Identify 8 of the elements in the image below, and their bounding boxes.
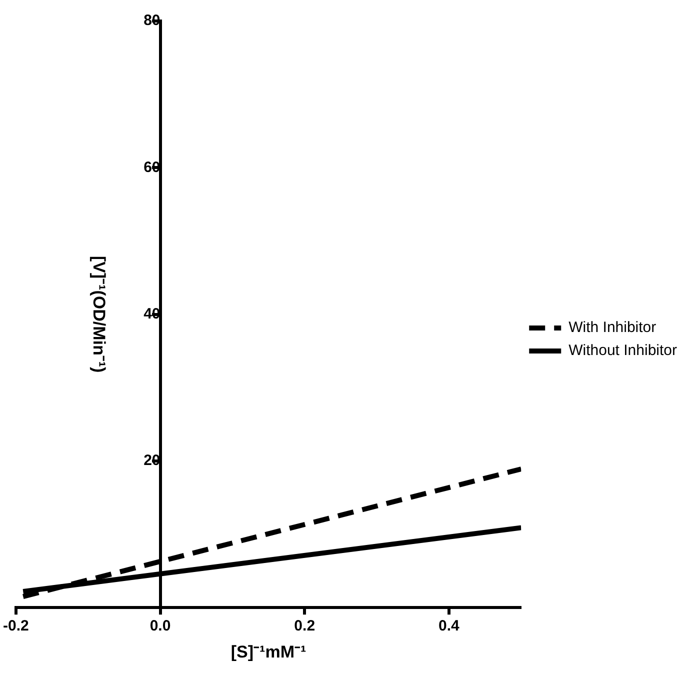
x-tick-label: -0.2 [2,618,29,635]
y-axis-title: [V]⁻¹(OD/Min⁻¹) [90,256,109,373]
x-tick-label: 0.4 [438,618,460,635]
legend-label: With Inhibitor [568,319,656,336]
legend-label: Without Inhibitor [568,342,678,360]
x-tick-label: 0.0 [150,618,171,635]
x-tick-label: 0.2 [294,618,316,635]
x-axis-title: [S]⁻¹mM⁻¹ [230,642,306,662]
